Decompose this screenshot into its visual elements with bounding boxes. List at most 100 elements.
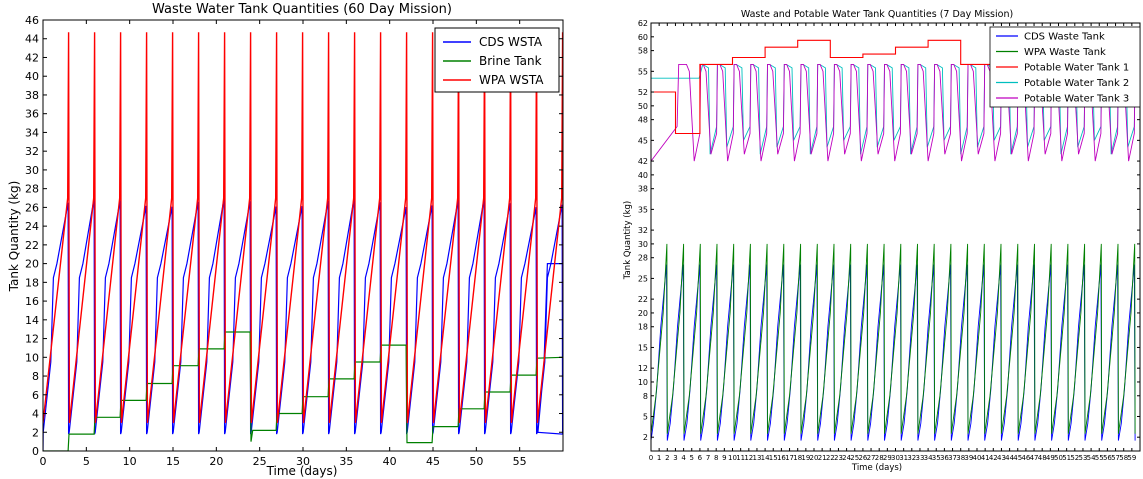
legend-label: Potable Water Tank 1	[1024, 63, 1129, 74]
x-tick-label: 51	[1062, 454, 1071, 462]
x-tick-label: 56	[1103, 454, 1112, 462]
y-tick-label: 22	[25, 239, 39, 252]
x-tick-label: 2	[665, 454, 669, 462]
y-tick-label: 38	[25, 89, 39, 102]
x-tick-label: 47	[1030, 454, 1039, 462]
x-tick-label: 54	[1087, 454, 1096, 462]
y-tick-label: 48	[638, 116, 648, 125]
x-tick-label: 0	[40, 455, 47, 468]
x-tick-label: 28	[875, 454, 884, 462]
y-tick-label: 32	[638, 226, 648, 235]
x-tick-label: 25	[850, 454, 859, 462]
x-tick-label: 30	[296, 455, 310, 468]
y-tick-label: 46	[25, 14, 39, 27]
x-tick-label: 16	[777, 454, 786, 462]
x-tick-label: 53	[1078, 454, 1087, 462]
legend-label: Brine Tank	[479, 54, 542, 68]
y-tick-label: 20	[25, 258, 39, 271]
x-tick-label: 1	[657, 454, 661, 462]
plot-frame	[650, 22, 1141, 452]
x-tick-label: 20	[209, 455, 223, 468]
x-tick-label: 35	[339, 455, 353, 468]
x-tick-label: 12	[744, 454, 753, 462]
x-tick-label: 37	[948, 454, 957, 462]
y-tick-label: 52	[638, 88, 648, 97]
x-tick-label: 32	[907, 454, 916, 462]
x-tick-label: 13	[752, 454, 761, 462]
y-tick-label: 2	[643, 433, 648, 442]
x-tick-label: 57	[1111, 454, 1120, 462]
x-axis-label: Time (days)	[266, 464, 338, 478]
legend-label: CDS WSTA	[479, 35, 543, 49]
x-tick-label: 40	[973, 454, 982, 462]
y-tick-label: 22	[638, 295, 648, 304]
y-tick-label: 12	[638, 364, 648, 373]
x-tick-label: 43	[997, 454, 1006, 462]
y-tick-label: 18	[25, 276, 39, 289]
y-tick-label: 38	[638, 185, 648, 194]
x-tick-label: 25	[253, 455, 267, 468]
y-tick-label: 28	[638, 254, 648, 263]
y-tick-label: 35	[638, 205, 648, 214]
x-axis-label: Time (days)	[851, 463, 902, 473]
x-tick-label: 45	[1013, 454, 1022, 462]
y-tick-label: 5	[643, 412, 648, 421]
x-tick-label: 34	[924, 454, 933, 462]
y-tick-label: 55	[638, 67, 648, 76]
y-tick-label: 8	[643, 392, 648, 401]
x-tick-label: 41	[981, 454, 990, 462]
x-tick-label: 38	[956, 454, 965, 462]
y-tick-label: 20	[638, 309, 648, 318]
y-tick-label: 50	[638, 102, 648, 111]
y-tick-label: 10	[638, 378, 648, 387]
x-tick-label: 24	[842, 454, 851, 462]
x-tick-label: 30	[891, 454, 900, 462]
legend	[434, 27, 560, 93]
x-tick-label: 27	[867, 454, 876, 462]
x-tick-label: 11	[736, 454, 745, 462]
chart-title: Waste and Potable Water Tank Quantities …	[741, 9, 1013, 20]
x-tick-label: 9	[722, 454, 726, 462]
x-tick-label: 22	[826, 454, 835, 462]
y-tick-label: 0	[32, 445, 39, 458]
waste-water-chart: Waste Water Tank Quantities (60 Day Miss…	[7, 2, 564, 478]
series-line-cds-wsta	[43, 197, 563, 451]
y-tick-label: 8	[32, 370, 39, 383]
y-tick-label: 30	[638, 240, 648, 249]
x-tick-label: 55	[513, 455, 527, 468]
x-tick-label: 35	[932, 454, 941, 462]
x-tick-label: 8	[714, 454, 718, 462]
x-tick-label: 17	[785, 454, 794, 462]
plot-frame	[42, 19, 564, 452]
y-tick-label: 60	[638, 33, 648, 42]
y-tick-label: 42	[638, 157, 648, 166]
y-axis-label: Tank Quantity (kg)	[623, 201, 633, 280]
x-tick-label: 46	[1021, 454, 1030, 462]
x-tick-label: 33	[915, 454, 924, 462]
y-tick-label: 34	[25, 126, 39, 139]
x-tick-label: 49	[1046, 454, 1055, 462]
waste-potable-chart: Waste and Potable Water Tank Quantities …	[623, 9, 1141, 473]
legend-label: CDS Waste Tank	[1024, 32, 1105, 43]
x-tick-label: 15	[769, 454, 778, 462]
y-tick-label: 44	[25, 33, 39, 46]
y-tick-label: 30	[25, 164, 39, 177]
legend-label: WPA WSTA	[479, 73, 544, 87]
y-tick-label: 28	[25, 183, 39, 196]
x-tick-label: 26	[858, 454, 867, 462]
y-tick-label: 45	[638, 136, 648, 145]
y-tick-label: 2	[32, 426, 39, 439]
x-tick-label: 5	[83, 455, 90, 468]
y-tick-label: 14	[25, 314, 39, 327]
x-tick-label: 4	[681, 454, 686, 462]
x-tick-label: 58	[1119, 454, 1128, 462]
y-tick-label: 42	[25, 51, 39, 64]
x-tick-label: 10	[123, 455, 137, 468]
x-tick-label: 20	[810, 454, 819, 462]
x-tick-label: 18	[793, 454, 802, 462]
y-tick-label: 40	[25, 70, 39, 83]
y-tick-label: 10	[25, 351, 39, 364]
x-tick-label: 3	[673, 454, 677, 462]
x-tick-label: 50	[1054, 454, 1063, 462]
y-tick-label: 15	[638, 343, 648, 352]
